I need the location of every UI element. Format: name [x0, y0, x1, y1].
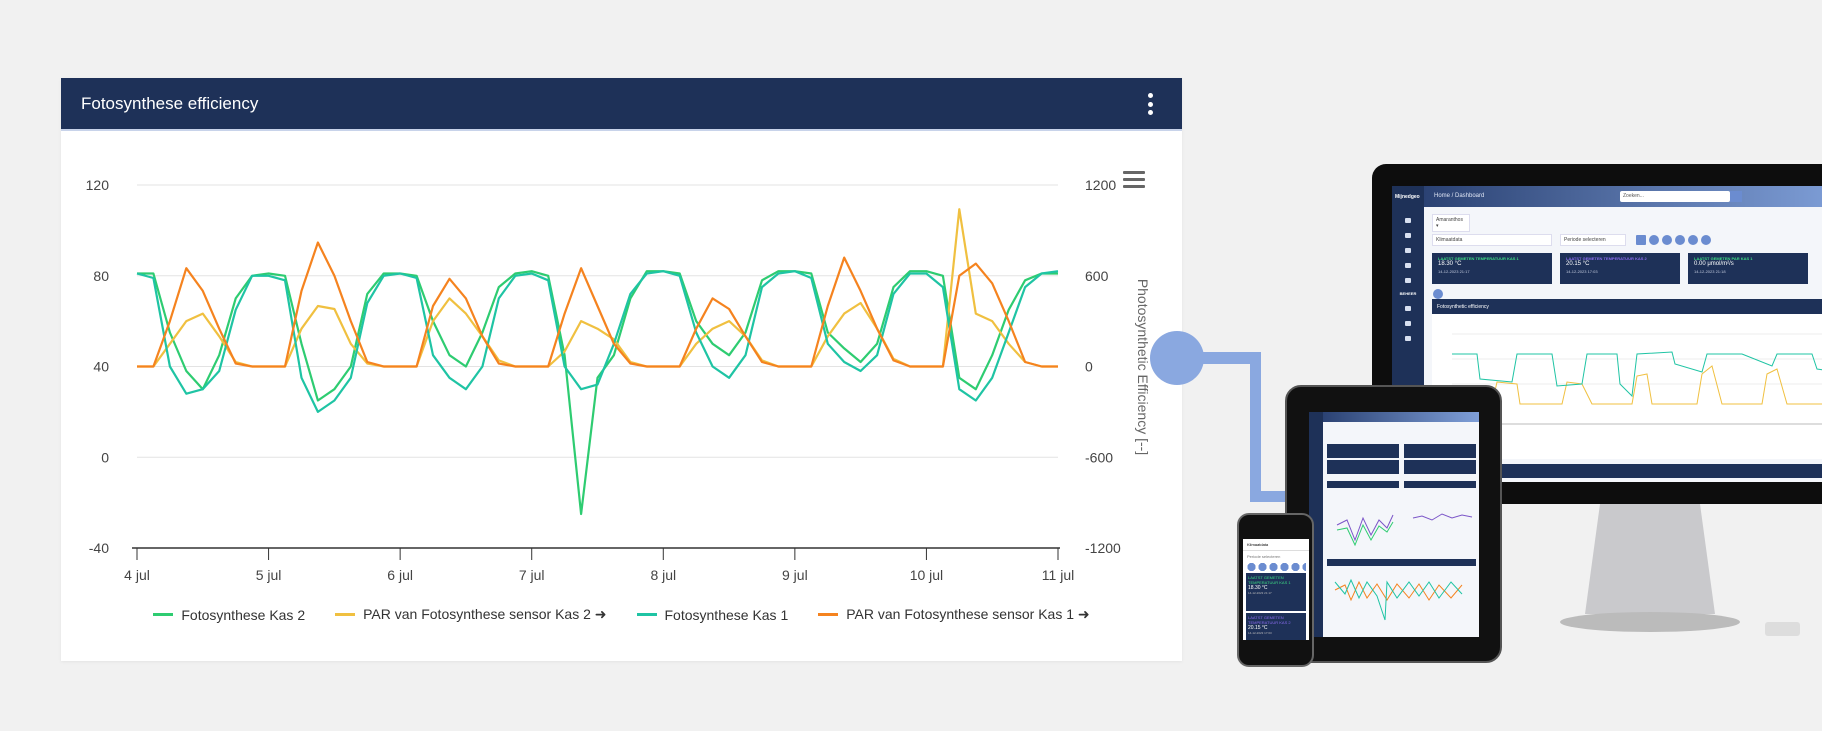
mockup-mini-chart: [1452, 333, 1822, 425]
left-tick-label: 0: [101, 449, 109, 465]
mockup-card: LAATST GEMETEN TEMPERATUUR KAS 2 20.15 °C…: [1560, 253, 1680, 284]
chart-plot: -40 0 40 80 120 -1200 -600 0 600 1200 4 jul 5 jul 6 …: [86, 177, 1151, 583]
legend-item[interactable]: Fotosynthese Kas 2: [153, 606, 305, 623]
connector-dot: [1150, 331, 1204, 385]
chart-legend: Fotosynthese Kas 2 PAR van Fotosynthese s…: [61, 606, 1182, 623]
left-tick-label: 120: [86, 177, 110, 193]
more-options-icon[interactable]: [1146, 93, 1154, 115]
phone-screen: Klimaatdata Periode selecteren LAATST GE…: [1243, 539, 1309, 640]
connector-line: [1200, 352, 1258, 364]
legend-label: Fotosynthese Kas 2: [181, 606, 306, 623]
tablet-device: [1285, 385, 1502, 663]
right-tick-label: -1200: [1085, 540, 1121, 556]
legend-swatch: [335, 613, 356, 616]
data-select: Klimaatdata: [1432, 234, 1552, 246]
search-icon: [1730, 191, 1742, 202]
x-tick-label: 11 jul: [1042, 567, 1074, 583]
left-tick-label: 80: [93, 268, 109, 284]
x-tick-label: 9 jul: [782, 567, 808, 583]
series-line-par-van-fotosynthese-sensor-kas-1: [137, 241, 1058, 368]
mockup-topbar: Home / Dashboard Zoeken...: [1424, 186, 1822, 207]
desktop-monitor: Mijnedgeo BEHEER Home / Dashboard Zoeken…: [1372, 164, 1822, 504]
x-tick-label: 6 jul: [387, 567, 413, 583]
right-tick-label: 0: [1085, 359, 1093, 375]
monitor-stand: [1560, 504, 1800, 636]
legend-label: Fotosynthese Kas 1: [664, 606, 789, 623]
card-header: Fotosynthese efficiency: [61, 78, 1182, 131]
legend-item[interactable]: PAR van Fotosynthese sensor Kas 1 ➜: [818, 606, 1090, 623]
phone-device: Klimaatdata Periode selecteren LAATST GE…: [1237, 513, 1314, 667]
legend-item[interactable]: Fotosynthese Kas 1: [636, 606, 789, 623]
right-tick-label: 1200: [1085, 177, 1116, 193]
company-select: Amaranthos ▾: [1432, 214, 1470, 232]
mockup-panel-title: Fotosynthetic efficiency: [1432, 299, 1822, 314]
right-axis-title: Photosynthetic Efficiency [--]: [1135, 279, 1151, 455]
period-input: Periode selecteren: [1560, 234, 1626, 246]
connector-line: [1250, 491, 1290, 502]
legend-swatch: [153, 613, 174, 616]
mockup-logo: Mijnedgeo: [1395, 194, 1420, 200]
right-tick-label: -600: [1085, 449, 1113, 465]
chart-menu-icon[interactable]: [1123, 171, 1145, 188]
left-tick-label: -40: [89, 540, 109, 556]
x-tick-label: 5 jul: [256, 567, 282, 583]
x-tick-label: 4 jul: [124, 567, 150, 583]
series-line-fotosynthese-kas-2: [137, 270, 1058, 516]
x-tick-label: 10 jul: [910, 567, 943, 583]
left-tick-label: 40: [93, 359, 109, 375]
chart-card: Fotosynthese efficiency -40 0 40 80 120 -1200…: [61, 78, 1182, 661]
mockup-card: LAATST GEMETEN PAR KAS 1 0.00 μmol/m²/s 14…: [1688, 253, 1808, 284]
mockup-card: LAATST GEMETEN TEMPERATUUR KAS 1 18.30 °C…: [1432, 253, 1552, 284]
legend-label: PAR van Fotosynthese sensor Kas 2 ➜: [363, 606, 607, 622]
legend-item[interactable]: PAR van Fotosynthese sensor Kas 2 ➜: [335, 606, 607, 623]
tablet-mini-charts: [1334, 513, 1473, 621]
mockup-panel-bar: [1432, 464, 1822, 478]
connector-line: [1250, 352, 1261, 502]
search-input: Zoeken...: [1620, 191, 1730, 202]
tablet-screen: [1309, 412, 1479, 637]
legend-swatch: [636, 613, 657, 616]
card-title: Fotosynthese efficiency: [81, 94, 259, 113]
legend-label: PAR van Fotosynthese sensor Kas 1 ➜: [846, 606, 1090, 622]
legend-swatch: [818, 613, 839, 616]
series-line-fotosynthese-kas-1: [136, 270, 1059, 413]
monitor-screen: Mijnedgeo BEHEER Home / Dashboard Zoeken…: [1392, 186, 1822, 482]
x-tick-label: 8 jul: [650, 567, 676, 583]
right-tick-label: 600: [1085, 268, 1109, 284]
sidebar-section: BEHEER: [1399, 291, 1417, 296]
breadcrumb: Home / Dashboard: [1434, 193, 1485, 199]
x-tick-label: 7 jul: [519, 567, 545, 583]
series-line-par-van-fotosynthese-sensor-kas-2: [137, 208, 1058, 368]
